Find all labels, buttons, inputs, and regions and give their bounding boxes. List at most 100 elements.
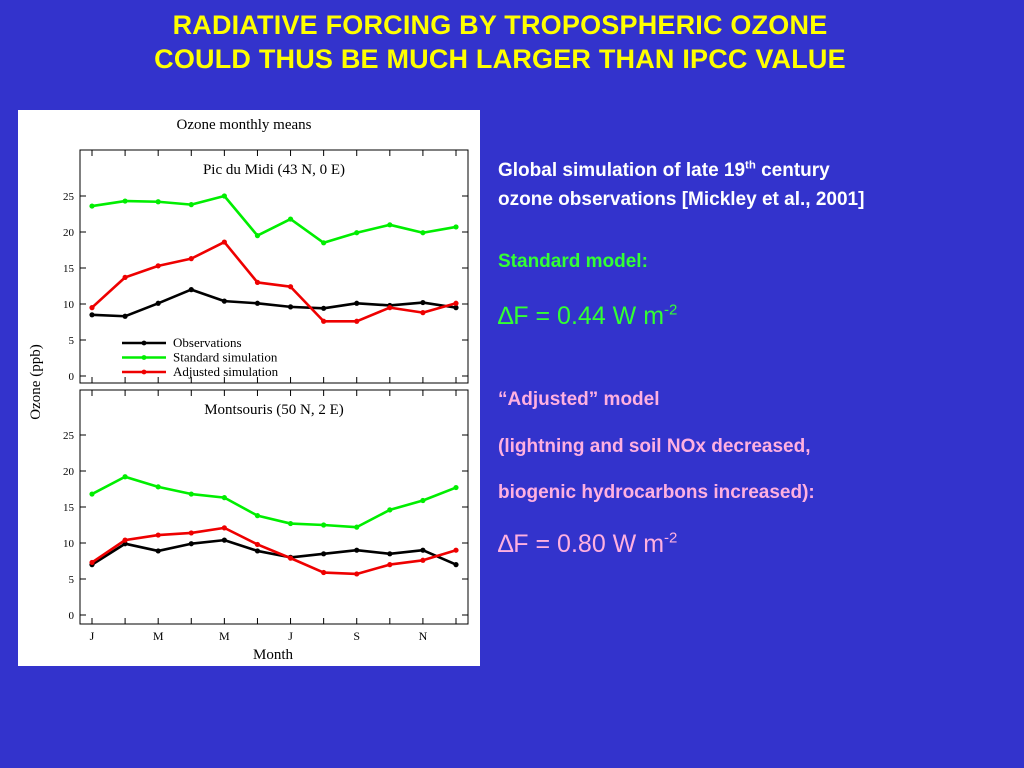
data-point (122, 274, 128, 280)
y-axis-label: Ozone (ppb) (28, 344, 44, 419)
data-point (188, 530, 194, 536)
data-point (155, 532, 161, 538)
adjusted-forcing-value: F = 0.80 W m (513, 530, 665, 558)
series-line-standard-simulation (91, 194, 457, 245)
data-point (387, 305, 393, 311)
data-point (89, 491, 95, 497)
x-axis-label: Month (253, 647, 294, 663)
chart-panels: 0 5 10 15 20 25 Pic du Midi (43 N, 0 E) Observa… (63, 149, 469, 643)
y-tick-label: 10 (63, 299, 75, 311)
data-point (155, 484, 161, 490)
data-point (221, 537, 227, 543)
data-point (89, 203, 95, 209)
data-point (155, 199, 161, 205)
data-point (155, 548, 161, 554)
ozone-chart: Ozone monthly means 0 5 10 15 20 25 Pic du Mid… (28, 117, 469, 663)
data-point (321, 305, 327, 311)
data-point (420, 557, 426, 563)
legend-label: Standard simulation (173, 350, 278, 365)
data-point (453, 547, 459, 553)
x-tick-label: M (219, 629, 230, 643)
standard-forcing-value: F = 0.44 W m (513, 302, 665, 330)
delta-symbol: ∆ (498, 530, 514, 558)
data-point (287, 304, 294, 310)
y-tick-label: 5 (69, 574, 75, 586)
data-point (155, 263, 161, 269)
data-point (387, 551, 393, 557)
y-tick-label: 15 (63, 502, 75, 514)
data-point (387, 507, 393, 513)
data-point (188, 256, 194, 262)
data-point (89, 312, 95, 318)
legend-label: Observations (173, 335, 242, 350)
intro-part-a: Global simulation of late 19 (498, 160, 746, 181)
data-point (221, 239, 227, 245)
data-point (420, 547, 426, 553)
data-point (221, 193, 227, 199)
x-tick-label: S (353, 629, 360, 643)
panel-frame (79, 389, 469, 625)
data-point (254, 279, 261, 285)
data-point (287, 520, 294, 527)
data-point (254, 548, 261, 554)
x-tick-label: M (153, 629, 164, 643)
data-point (354, 547, 360, 553)
adjusted-model-label: “Adjusted” model (498, 389, 660, 410)
data-point (287, 555, 294, 561)
data-point (321, 551, 327, 557)
adjusted-forcing-exponent: -2 (664, 529, 678, 547)
data-point (287, 216, 294, 222)
data-point (188, 287, 194, 293)
data-point (221, 495, 227, 501)
data-point (453, 300, 459, 306)
y-tick-label: 0 (69, 371, 75, 383)
data-point (354, 318, 360, 324)
adjusted-forcing: ∆F = 0.80 W m-2 (498, 530, 677, 559)
x-tick-label: N (419, 629, 428, 643)
panel-title: Pic du Midi (43 N, 0 E) (203, 162, 345, 178)
standard-forcing-exponent: -2 (664, 301, 678, 319)
panel-2: 0 5 10 15 20 25 Montsouris (50 N, 2 E) (63, 389, 469, 625)
data-point (221, 298, 227, 304)
data-point (89, 559, 95, 566)
delta-symbol: ∆ (498, 302, 514, 330)
chart-title: Ozone monthly means (177, 117, 312, 133)
data-point (254, 513, 261, 519)
data-point (188, 202, 194, 208)
data-point (420, 497, 426, 504)
intro-text: Global simulation of late 19th century o… (498, 156, 864, 214)
data-point (89, 305, 95, 311)
data-point (387, 562, 393, 568)
data-point (387, 222, 393, 228)
standard-forcing: ∆F = 0.44 W m-2 (498, 302, 677, 331)
data-point (321, 240, 327, 246)
data-point (122, 313, 128, 319)
series-line-observations (91, 288, 457, 318)
data-point (354, 230, 360, 236)
data-point (188, 541, 194, 547)
legend-label: Adjusted simulation (173, 364, 279, 379)
panel-title: Montsouris (50 N, 2 E) (204, 402, 344, 418)
y-tick-label: 0 (69, 610, 75, 622)
legend-marker (141, 369, 147, 375)
data-point (188, 491, 194, 497)
panel-1: 0 5 10 15 20 25 Pic du Midi (43 N, 0 E) Observa… (63, 149, 469, 384)
intro-superscript: th (745, 159, 756, 172)
data-point (321, 569, 327, 576)
data-point (420, 230, 426, 236)
intro-line2: ozone observations [Mickley et al., 2001… (498, 189, 865, 210)
adjusted-note-2: biogenic hydrocarbons increased): (498, 482, 815, 503)
series-line-adjusted-simulation (91, 526, 457, 576)
legend-marker (141, 355, 147, 360)
x-tick-label: J (288, 629, 293, 643)
data-point (122, 537, 128, 543)
y-tick-label: 20 (63, 227, 75, 239)
x-tick-label: J (90, 629, 95, 643)
data-point (354, 524, 360, 530)
data-point (254, 233, 261, 239)
data-point (354, 300, 360, 306)
y-tick-label: 25 (63, 191, 75, 203)
data-point (453, 484, 459, 491)
series-line-observations (91, 538, 457, 566)
